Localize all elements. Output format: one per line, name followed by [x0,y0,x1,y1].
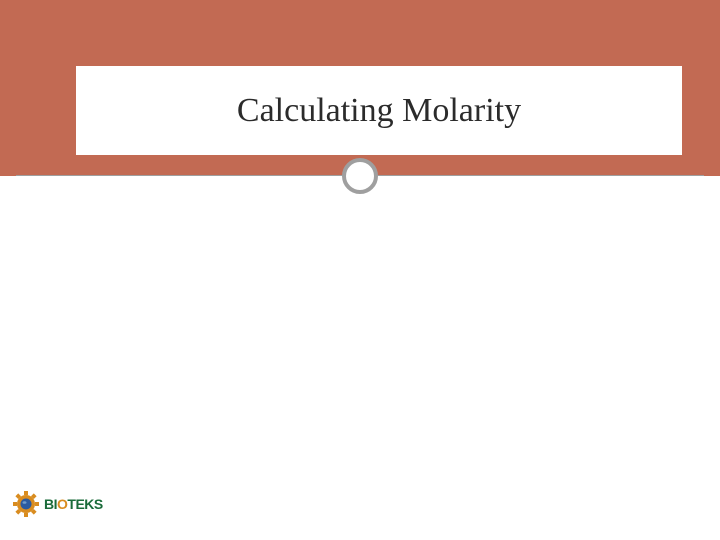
title-box: Calculating Molarity [76,66,682,155]
logo: BIOTEKS [12,490,103,518]
circle-decoration [342,158,378,194]
slide: Calculating Molarity BIOTEKS [0,0,720,540]
logo-gear-icon [12,490,40,518]
slide-title: Calculating Molarity [237,92,521,130]
logo-text: BIOTEKS [44,496,103,512]
